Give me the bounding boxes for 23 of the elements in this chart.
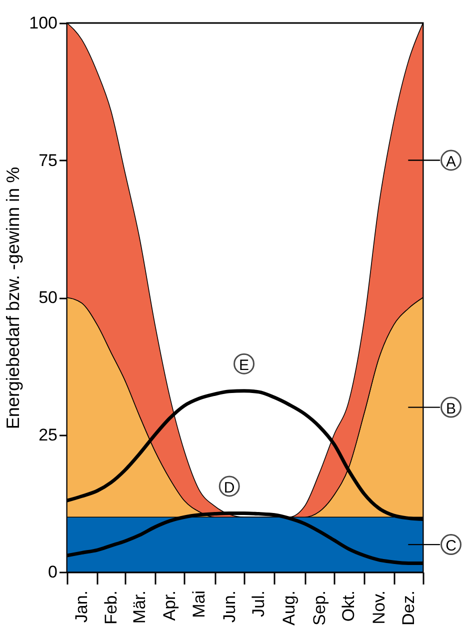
x-tick-label: Aug. — [280, 590, 299, 626]
x-tick-label: Feb. — [102, 590, 121, 625]
x-tick-label: Nov. — [369, 590, 388, 624]
x-tick-label: Jul. — [249, 590, 268, 617]
y-tick-label: 0 — [48, 562, 58, 582]
y-tick-label: 25 — [38, 425, 58, 444]
legend-label: A — [446, 153, 456, 170]
x-tick-label: Apr. — [160, 590, 180, 621]
x-tick-label: Okt. — [339, 590, 358, 622]
x-tick-label: Mär. — [130, 590, 149, 624]
x-tick-label: Sep. — [310, 590, 329, 626]
series-label: E — [239, 356, 250, 374]
y-tick-label: 100 — [29, 14, 58, 32]
x-tick-label: Jan. — [72, 590, 92, 623]
x-tick-label: Dez. — [398, 590, 418, 626]
y-tick-label: 50 — [38, 288, 58, 307]
legend-label: C — [446, 538, 457, 555]
legend-label: B — [446, 400, 456, 418]
series-label: D — [224, 479, 235, 496]
y-tick-label: 75 — [38, 150, 58, 170]
x-tick-label: Mai — [190, 590, 209, 618]
x-tick-label: Jun. — [220, 590, 239, 623]
y-axis-title: Energiebedarf bzw. -gewinn in % — [3, 166, 24, 430]
